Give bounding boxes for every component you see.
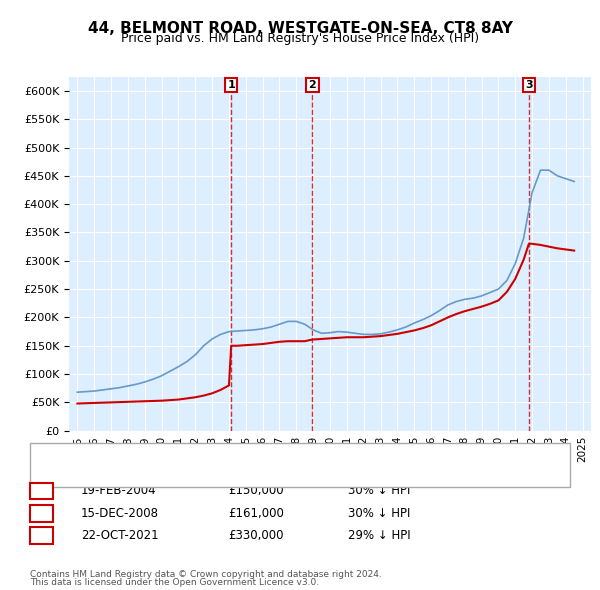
Text: 22-OCT-2021: 22-OCT-2021 — [81, 529, 158, 542]
Text: 30% ↓ HPI: 30% ↓ HPI — [348, 484, 410, 497]
Text: 3: 3 — [525, 80, 533, 90]
Text: This data is licensed under the Open Government Licence v3.0.: This data is licensed under the Open Gov… — [30, 578, 319, 587]
Text: £150,000: £150,000 — [228, 484, 284, 497]
Text: 15-DEC-2008: 15-DEC-2008 — [81, 507, 159, 520]
Text: 2: 2 — [308, 80, 316, 90]
Text: 19-FEB-2004: 19-FEB-2004 — [81, 484, 157, 497]
Text: 29% ↓ HPI: 29% ↓ HPI — [348, 529, 410, 542]
Text: £161,000: £161,000 — [228, 507, 284, 520]
Text: 44, BELMONT ROAD, WESTGATE-ON-SEA, CT8 8AY: 44, BELMONT ROAD, WESTGATE-ON-SEA, CT8 8… — [88, 21, 512, 35]
Text: 1: 1 — [227, 80, 235, 90]
Text: Contains HM Land Registry data © Crown copyright and database right 2024.: Contains HM Land Registry data © Crown c… — [30, 571, 382, 579]
Text: 1: 1 — [37, 484, 46, 497]
Text: Price paid vs. HM Land Registry's House Price Index (HPI): Price paid vs. HM Land Registry's House … — [121, 32, 479, 45]
Text: 30% ↓ HPI: 30% ↓ HPI — [348, 507, 410, 520]
Text: 44, BELMONT ROAD, WESTGATE-ON-SEA, CT8 8AY (detached house): 44, BELMONT ROAD, WESTGATE-ON-SEA, CT8 8… — [81, 463, 437, 472]
Text: 2: 2 — [37, 507, 46, 520]
Text: HPI: Average price, detached house, Thanet: HPI: Average price, detached house, Than… — [81, 473, 310, 483]
Text: ——: —— — [48, 460, 76, 474]
Text: £330,000: £330,000 — [228, 529, 284, 542]
Text: ——: —— — [48, 471, 76, 485]
Text: 3: 3 — [37, 529, 46, 542]
